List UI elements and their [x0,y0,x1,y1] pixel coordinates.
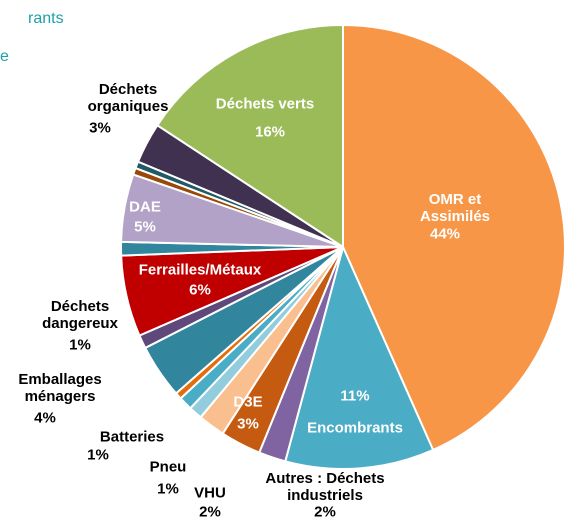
pie-slice [284,244,435,470]
data-label: 2% [199,503,221,519]
title-fragment: e [0,48,9,65]
data-label: Déchets verts [215,95,315,113]
data-label: 11% [340,387,370,405]
data-label: Déchets dangereux [42,298,118,332]
data-label: Déchets organiques [87,81,169,115]
data-label: 3% [89,119,111,137]
data-label: Emballages ménagers [18,371,102,405]
data-label: Encombrants [307,419,403,437]
data-label: VHU [194,484,226,502]
data-label: 1% [87,446,109,464]
pie-slice [155,23,344,249]
data-label: 4% [34,409,56,427]
data-label: Ferrailles/Métaux [138,261,262,279]
data-label: 1% [157,480,179,498]
data-label: OMR et Assimilés [419,191,491,225]
data-label: Autres : Déchets industriels [265,470,385,504]
data-label: 16% [254,123,286,141]
pie-slice [342,23,566,452]
data-label: 2% [314,503,336,519]
data-label: Pneu [149,458,187,476]
data-label: Batteries [99,428,165,446]
data-label: 5% [134,218,156,236]
data-label: 1% [69,336,91,354]
data-label: 3% [237,415,259,433]
title-fragment: rants [28,10,64,27]
data-label: DAE [129,198,161,216]
data-label: 6% [189,281,211,299]
data-label: D3E [233,393,263,411]
data-label: 44% [429,225,461,243]
